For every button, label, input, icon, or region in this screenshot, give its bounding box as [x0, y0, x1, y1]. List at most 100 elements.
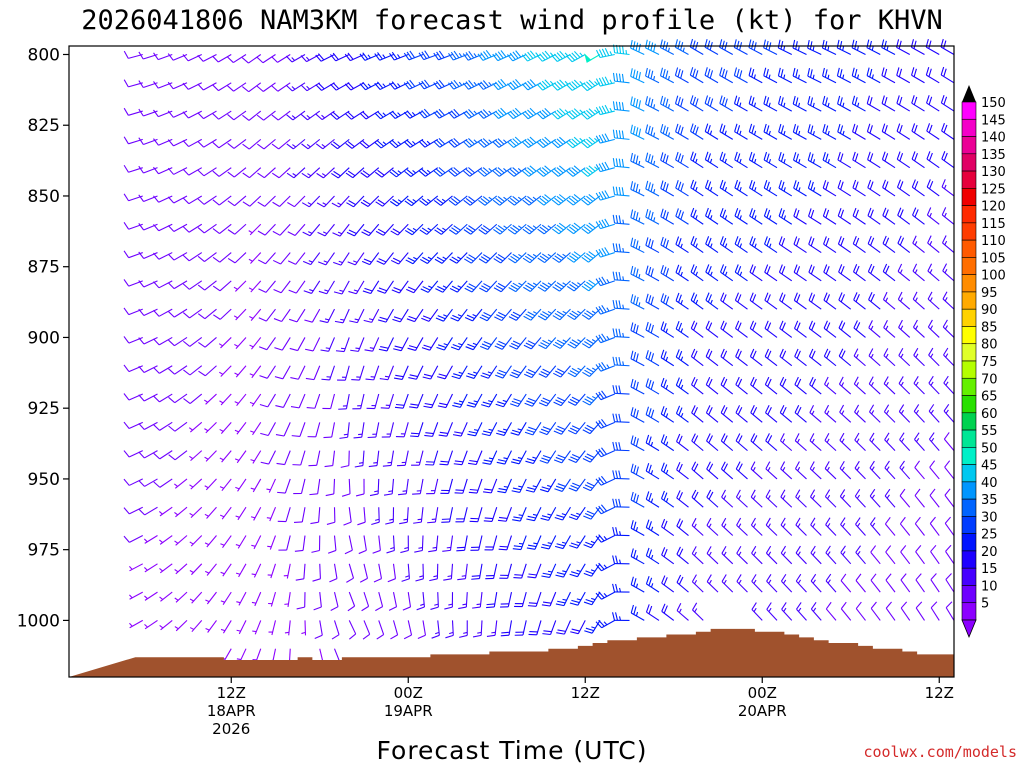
- colorbar-label: 145: [981, 113, 1006, 128]
- wind-barb: [581, 108, 601, 120]
- credit-text[interactable]: coolwx.com/models: [863, 743, 1017, 761]
- wind-barb: [197, 54, 217, 62]
- wind-barb: [419, 195, 439, 206]
- wind-barb: [630, 294, 645, 310]
- wind-barb: [445, 620, 454, 639]
- wind-barb: [153, 450, 173, 460]
- wind-barb: [751, 602, 763, 621]
- wind-barb: [123, 279, 143, 287]
- wind-barb: [497, 507, 513, 522]
- wind-barb: [884, 432, 896, 452]
- wind-barb: [329, 563, 338, 583]
- wind-barb: [284, 620, 291, 636]
- wind-barb: [259, 365, 276, 379]
- wind-barb: [271, 82, 291, 92]
- wind-barb: [551, 50, 571, 63]
- wind-barb: [720, 405, 734, 423]
- wind-barb: [507, 195, 527, 206]
- chart-title: 2026041806 NAM3KM forecast wind profile …: [81, 5, 943, 36]
- wind-barb: [825, 517, 837, 536]
- wind-barb: [926, 151, 940, 169]
- colorbar-label: 15: [981, 562, 998, 577]
- wind-barb: [554, 478, 571, 492]
- wind-barb: [440, 478, 454, 494]
- wind-barb: [294, 535, 306, 552]
- wind-barb: [766, 574, 778, 593]
- wind-barb: [182, 223, 203, 233]
- wind-barb: [928, 432, 940, 451]
- wind-barb: [807, 67, 822, 84]
- wind-barb: [734, 179, 748, 197]
- wind-barb: [341, 478, 351, 497]
- wind-barb: [537, 194, 557, 206]
- wind-barb: [735, 320, 748, 338]
- wind-barb: [408, 365, 424, 380]
- colorbar-swatch: [961, 291, 977, 310]
- wind-barb: [795, 545, 807, 565]
- wind-barb: [807, 180, 822, 197]
- wind-barb: [779, 405, 793, 423]
- wind-barb: [733, 67, 748, 84]
- wind-barb: [183, 365, 203, 376]
- wind-barb: [807, 152, 822, 169]
- wind-barb: [346, 223, 365, 237]
- wind-barb: [867, 235, 881, 254]
- wind-barb: [153, 421, 173, 431]
- wind-barb: [212, 167, 232, 177]
- wind-barb: [364, 337, 380, 352]
- wind-barb: [779, 292, 793, 310]
- wind-barb: [853, 376, 866, 395]
- colorbar-label: 110: [981, 234, 1006, 249]
- wind-barb: [911, 95, 925, 112]
- wind-barb: [303, 280, 321, 294]
- colorbar-label: 45: [981, 459, 998, 474]
- wind-barb: [469, 507, 483, 523]
- wind-barb: [869, 460, 881, 480]
- wind-barb: [719, 67, 734, 84]
- wind-barb: [219, 421, 232, 434]
- wind-barb: [433, 167, 453, 177]
- wind-barb: [434, 252, 453, 264]
- wind-barb: [556, 620, 572, 635]
- wind-barb: [912, 319, 925, 338]
- wind-barb: [418, 108, 439, 119]
- wind-barb: [822, 152, 837, 169]
- wind-barb: [212, 54, 232, 63]
- wind-barb: [219, 393, 232, 406]
- wind-barb: [525, 478, 542, 493]
- wind-barb: [595, 562, 616, 572]
- wind-barb: [915, 573, 925, 593]
- wind-barb: [321, 365, 336, 381]
- wind-barb: [248, 252, 262, 264]
- wind-barb: [234, 337, 247, 349]
- wind-barb: [359, 110, 380, 120]
- wind-barb: [481, 393, 498, 408]
- wind-barb: [403, 138, 424, 148]
- wind-barb: [257, 195, 276, 207]
- wind-barb: [494, 337, 512, 350]
- wind-barb: [525, 450, 542, 465]
- wind-barb: [495, 393, 512, 408]
- wind-barb: [218, 337, 232, 349]
- wind-barb: [220, 563, 232, 577]
- wind-barb: [839, 489, 852, 508]
- terrain-surface: [69, 628, 954, 677]
- wind-barb: [765, 489, 778, 508]
- wind-barb: [630, 152, 645, 169]
- wind-barb: [914, 516, 925, 536]
- colorbar-swatch: [961, 395, 977, 414]
- wind-barb: [779, 433, 793, 452]
- wind-barb: [377, 308, 394, 323]
- wind-barb: [810, 573, 822, 593]
- wind-barb: [283, 563, 291, 579]
- colorbar: 1501451401351301251201151101051009590858…: [961, 85, 1006, 639]
- wind-barb: [189, 506, 203, 519]
- wind-barb: [884, 488, 896, 508]
- wind-barb: [138, 137, 158, 146]
- wind-barb: [705, 405, 719, 423]
- wind-barb: [526, 506, 542, 522]
- colorbar-label: 5: [981, 597, 989, 612]
- wind-barb: [427, 507, 439, 524]
- wind-barb: [630, 181, 645, 197]
- wind-barb: [898, 376, 911, 395]
